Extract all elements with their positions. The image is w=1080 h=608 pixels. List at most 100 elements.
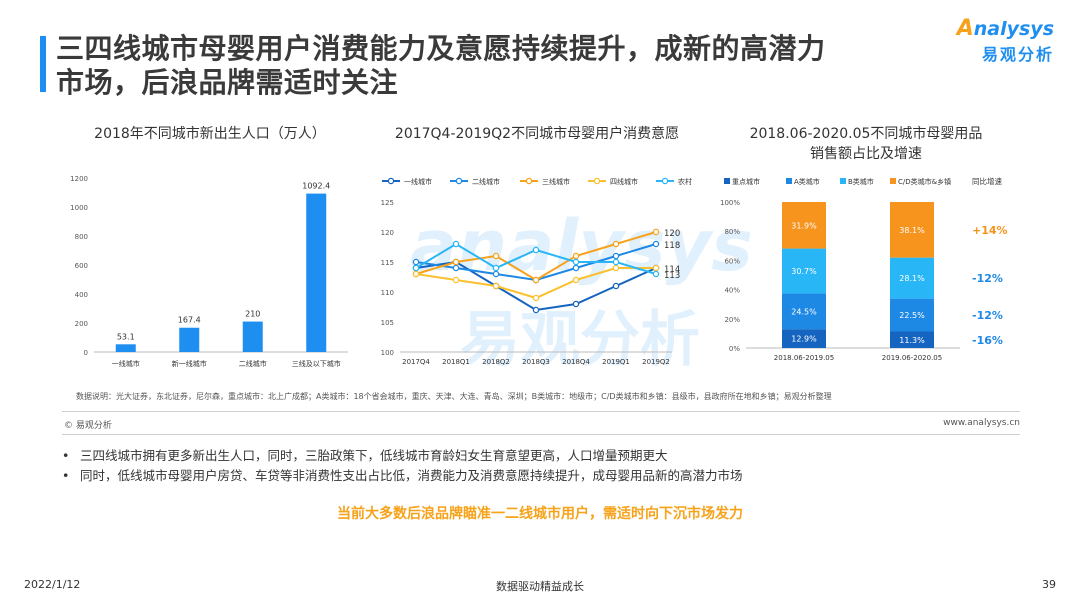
growth-label: -12% — [972, 309, 1003, 322]
growth-label: +14% — [972, 224, 1008, 237]
data-point — [652, 240, 660, 248]
segment-label: 22.5% — [899, 311, 925, 320]
x-tick-label: 三线及以下城市 — [292, 359, 341, 368]
bullet-item: • 三四线城市拥有更多新出生人口，同时，三胎政策下，低线城市育龄妇女生育意望更高，… — [62, 448, 668, 463]
data-point — [612, 264, 620, 272]
data-point — [412, 258, 420, 266]
series-line — [415, 260, 657, 312]
x-tick-label: 2018Q1 — [442, 358, 470, 366]
legend-label: C/D类城市&乡镇 — [898, 177, 951, 186]
data-point — [572, 276, 580, 284]
data-point — [612, 282, 620, 290]
stacked-segment — [782, 248, 826, 294]
y-tick-label: 800 — [75, 233, 88, 241]
legend-marker — [593, 177, 601, 185]
bullet-item: • 同时，低线城市母婴用户房贷、车贷等非消费性支出占比低，消费能力及消费意愿持续提… — [62, 468, 743, 483]
segment-label: 24.5% — [791, 307, 817, 316]
legend-label: 四线城市 — [610, 177, 638, 186]
segment-label: 30.7% — [791, 267, 817, 276]
bar — [179, 327, 200, 352]
legend-swatch — [724, 178, 730, 184]
chart1-title: 2018年不同城市新出生人口（万人） — [94, 126, 326, 142]
y-tick-label: 120 — [381, 229, 394, 237]
data-point — [652, 270, 660, 278]
legend-label: 三线城市 — [542, 177, 570, 186]
x-tick-label: 2019Q1 — [602, 358, 630, 366]
chart-consumption-willingness: 一线城市 二线城市 三线城市 四线城市 农村 100 105 110 115 120 125 2017… — [381, 177, 692, 366]
data-point — [532, 306, 540, 314]
x-tick-label: 2017Q4 — [402, 358, 430, 366]
segment-label: 11.3% — [899, 336, 925, 345]
data-point — [612, 258, 620, 266]
page-number: 39 — [1042, 578, 1056, 591]
x-tick-label: 一线城市 — [112, 359, 140, 368]
y-tick-label: 600 — [75, 262, 88, 270]
data-note: 数据说明：光大证券，东北证券，尼尔森，重点城市：北上广成都；A类城市：18个省会… — [76, 392, 832, 401]
data-point — [652, 264, 660, 272]
legend-marker — [455, 177, 463, 185]
legend-label: 二线城市 — [472, 177, 500, 186]
data-point — [452, 240, 460, 248]
data-point — [572, 264, 580, 272]
growth-label: -16% — [972, 334, 1003, 347]
stacked-segment — [890, 257, 934, 299]
legend-label: 一线城市 — [404, 177, 432, 186]
y-tick-label: 0% — [729, 345, 740, 353]
bar — [242, 321, 263, 352]
footer-slogan: 数据驱动精益成长 — [496, 580, 584, 593]
chart-sales-share: 重点城市 A类城市 B类城市 C/D类城市&乡镇 同比增速 0% 20% 40% 60% 80% 1… — [720, 176, 1008, 362]
bar-value-label: 1092.4 — [302, 182, 330, 191]
data-point — [492, 252, 500, 260]
end-value-label: 113 — [664, 271, 680, 281]
legend-swatch — [890, 178, 896, 184]
footer-date: 2022/1/12 — [24, 578, 81, 591]
data-point — [452, 264, 460, 272]
data-point — [572, 300, 580, 308]
data-point — [412, 264, 420, 272]
legend-marker — [525, 177, 533, 185]
y-tick-label: 0 — [84, 349, 88, 357]
legend-swatch — [786, 178, 792, 184]
growth-header: 同比增速 — [972, 176, 1002, 186]
y-tick-label: 100% — [720, 199, 740, 207]
y-tick-label: 115 — [381, 259, 394, 267]
data-point — [452, 276, 460, 284]
x-tick-label: 2018.06-2019.05 — [774, 354, 834, 362]
y-tick-label: 80% — [724, 228, 740, 236]
divider-bottom — [62, 434, 1020, 435]
data-point — [532, 294, 540, 302]
series-line — [415, 231, 657, 282]
stacked-segment — [782, 202, 826, 249]
bar-value-label: 167.4 — [178, 316, 201, 325]
legend-marker — [387, 177, 395, 185]
segment-label: 31.9% — [791, 221, 817, 230]
divider-top — [62, 411, 1020, 412]
y-tick-label: 1000 — [70, 204, 88, 212]
legend-label: 农村 — [678, 177, 692, 186]
x-tick-label: 2019.06-2020.05 — [882, 354, 942, 362]
stacked-segment — [890, 331, 934, 348]
data-point — [612, 240, 620, 248]
segment-label: 28.1% — [899, 274, 925, 283]
y-tick-label: 100 — [381, 349, 394, 357]
bar-value-label: 53.1 — [117, 332, 135, 341]
end-value-label: 118 — [664, 241, 680, 251]
y-tick-label: 105 — [381, 319, 394, 327]
x-tick-label: 二线城市 — [239, 359, 267, 368]
legend-label: 重点城市 — [732, 177, 760, 186]
bullet-list: • 三四线城市拥有更多新出生人口，同时，三胎政策下，低线城市育龄妇女生育意望更高，… — [62, 446, 962, 486]
data-point — [452, 258, 460, 266]
legend-label: A类城市 — [794, 177, 820, 186]
x-tick-label: 2018Q2 — [482, 358, 510, 366]
x-tick-label: 2018Q4 — [562, 358, 590, 366]
chart-new-births: 0 200 400 600 800 1000 1200 53.1 一线城市 167.4 新一线城市 2… — [70, 175, 348, 368]
website-link[interactable]: www.analysys.cn — [943, 418, 1020, 428]
data-point — [532, 246, 540, 254]
segment-label: 12.9% — [791, 335, 817, 344]
data-point — [492, 282, 500, 290]
y-tick-label: 1200 — [70, 175, 88, 183]
highlight-conclusion: 当前大多数后浪品牌瞄准一二线城市用户，需适时向下沉市场发力 — [337, 506, 743, 522]
legend-label: B类城市 — [848, 177, 874, 186]
page-title-line2: 市场，后浪品牌需适时关注 — [56, 66, 399, 99]
stacked-segment — [890, 202, 934, 258]
